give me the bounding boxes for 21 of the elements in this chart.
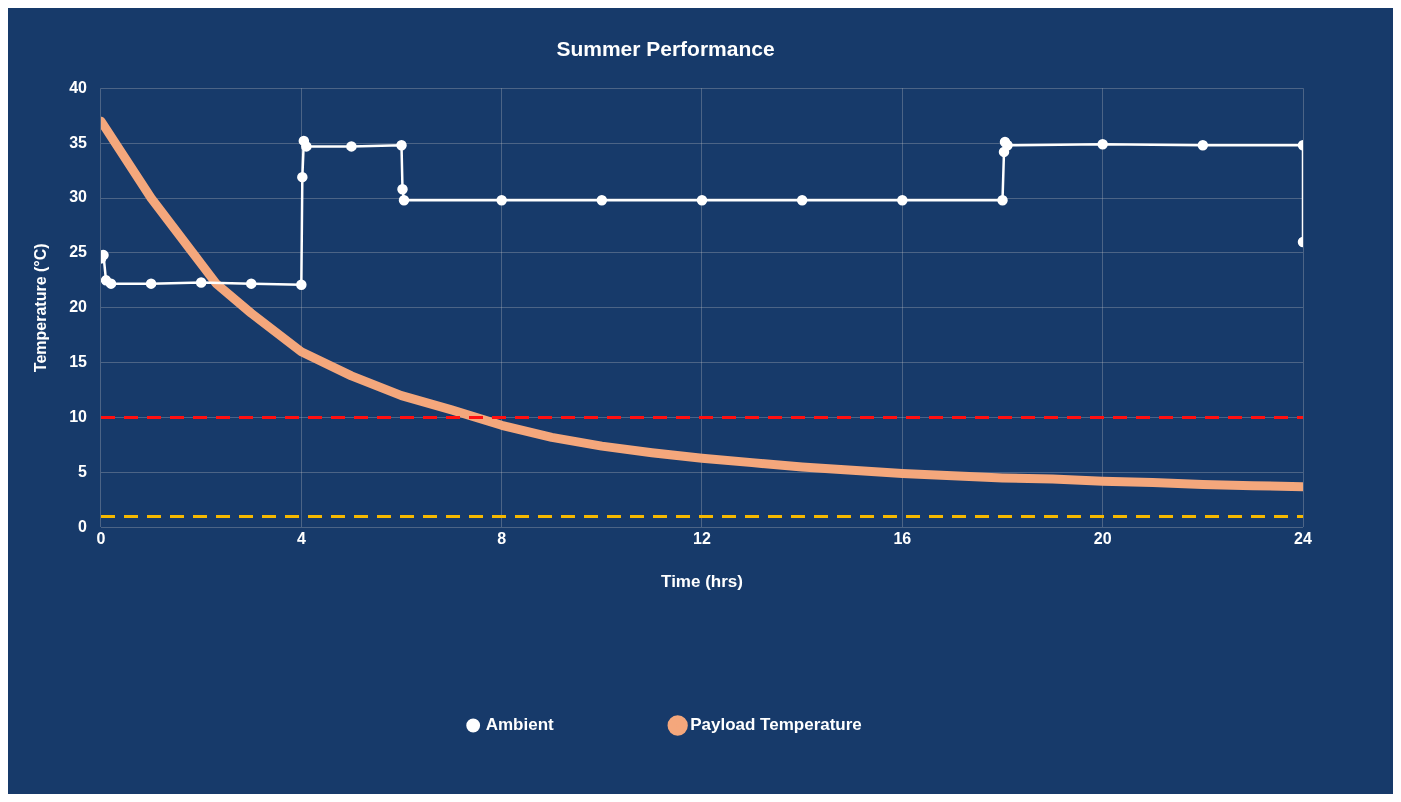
y-tick-label: 40 — [69, 78, 88, 96]
chart-title: Summer Performance — [556, 37, 775, 61]
x-tick-label: 12 — [693, 530, 711, 548]
x-tick-label: 4 — [296, 530, 306, 548]
y-tick-label: 25 — [69, 243, 88, 261]
y-tick-label: 35 — [69, 133, 88, 151]
y-tick-label: 30 — [69, 188, 88, 206]
legend-label: Ambient — [485, 715, 555, 735]
y-tick-label: 0 — [78, 517, 88, 535]
x-tick-label: 20 — [1093, 530, 1112, 548]
y-tick-label: 5 — [78, 462, 88, 480]
y-axis-title: Temperature (°C) — [32, 243, 50, 373]
y-tick-label: 15 — [69, 353, 88, 371]
y-tick-label: 20 — [69, 298, 88, 316]
y-tick-label: 10 — [69, 408, 88, 426]
x-tick-label: 0 — [96, 530, 106, 548]
x-tick-label: 8 — [497, 530, 507, 548]
x-tick-label: 16 — [893, 530, 912, 548]
legend-label: Payload Temperature — [690, 715, 862, 735]
x-axis-title: Time (hrs) — [661, 572, 743, 592]
x-tick-label: 24 — [1294, 530, 1312, 548]
